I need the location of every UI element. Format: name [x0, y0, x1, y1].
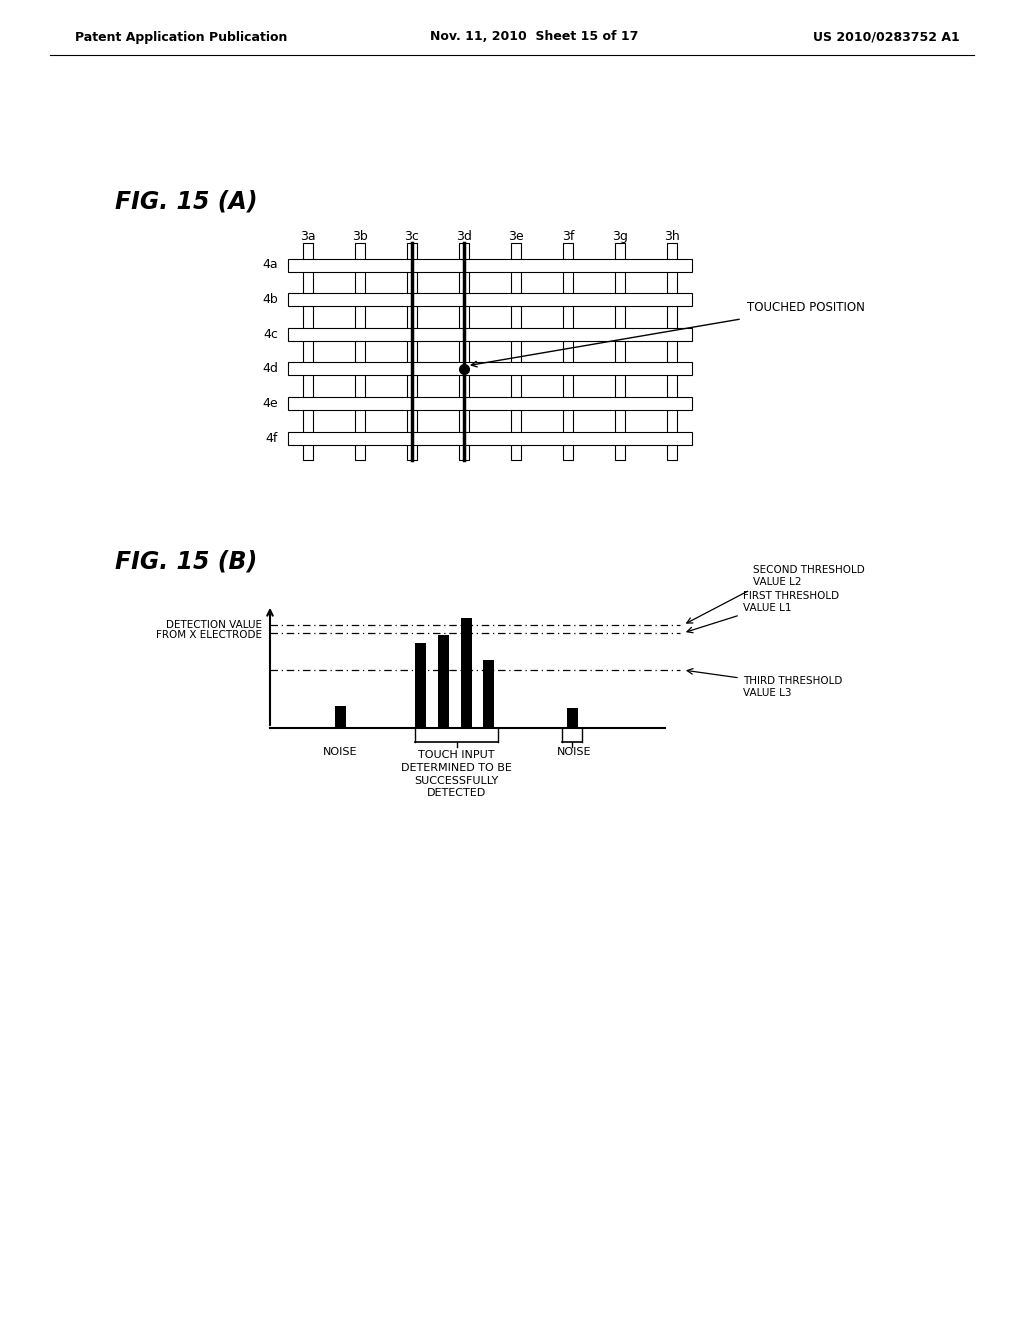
Text: 3f: 3f [562, 230, 574, 243]
Bar [335, 706, 345, 729]
Text: 4e: 4e [262, 397, 278, 411]
Bar [615, 243, 625, 459]
Bar [288, 362, 692, 375]
Bar [459, 243, 469, 459]
Text: FIG. 15 (B): FIG. 15 (B) [115, 550, 257, 574]
Bar [303, 243, 313, 459]
Bar [511, 243, 521, 459]
Text: US 2010/0283752 A1: US 2010/0283752 A1 [813, 30, 961, 44]
Text: 4b: 4b [262, 293, 278, 306]
Bar [288, 327, 692, 341]
Bar [437, 635, 449, 729]
Text: 4f: 4f [265, 432, 278, 445]
Text: 3c: 3c [404, 230, 420, 243]
Text: 3a: 3a [300, 230, 315, 243]
Text: FROM X ELECTRODE: FROM X ELECTRODE [156, 630, 262, 640]
Text: 3b: 3b [352, 230, 368, 243]
Text: TOUCH INPUT
DETERMINED TO BE
SUCCESSFULLY
DETECTED: TOUCH INPUT DETERMINED TO BE SUCCESSFULL… [401, 750, 512, 799]
Text: TOUCHED POSITION: TOUCHED POSITION [746, 301, 865, 314]
Text: 3g: 3g [612, 230, 628, 243]
Bar [407, 243, 417, 459]
Text: Nov. 11, 2010  Sheet 15 of 17: Nov. 11, 2010 Sheet 15 of 17 [430, 30, 638, 44]
Bar [355, 243, 365, 459]
Text: NOISE: NOISE [323, 747, 357, 756]
Bar [566, 708, 578, 729]
Text: FIRST THRESHOLD
VALUE L1: FIRST THRESHOLD VALUE L1 [743, 590, 839, 612]
Text: 4a: 4a [262, 259, 278, 272]
Text: 3h: 3h [665, 230, 680, 243]
Text: 3e: 3e [508, 230, 524, 243]
Bar [482, 660, 494, 729]
Text: 3d: 3d [456, 230, 472, 243]
Text: SECOND THRESHOLD
VALUE L2: SECOND THRESHOLD VALUE L2 [753, 565, 864, 587]
Bar [288, 293, 692, 306]
Text: 4d: 4d [262, 362, 278, 375]
Bar [288, 432, 692, 445]
Text: DETECTION VALUE: DETECTION VALUE [166, 620, 262, 630]
Text: Patent Application Publication: Patent Application Publication [75, 30, 288, 44]
Text: FIG. 15 (A): FIG. 15 (A) [115, 190, 257, 214]
Bar [461, 618, 471, 729]
Bar [415, 643, 426, 729]
Bar [667, 243, 677, 459]
Text: THIRD THRESHOLD
VALUE L3: THIRD THRESHOLD VALUE L3 [743, 676, 843, 698]
Text: 4c: 4c [263, 327, 278, 341]
Text: NOISE: NOISE [557, 747, 591, 756]
Bar [288, 259, 692, 272]
Bar [563, 243, 573, 459]
Bar [288, 397, 692, 411]
